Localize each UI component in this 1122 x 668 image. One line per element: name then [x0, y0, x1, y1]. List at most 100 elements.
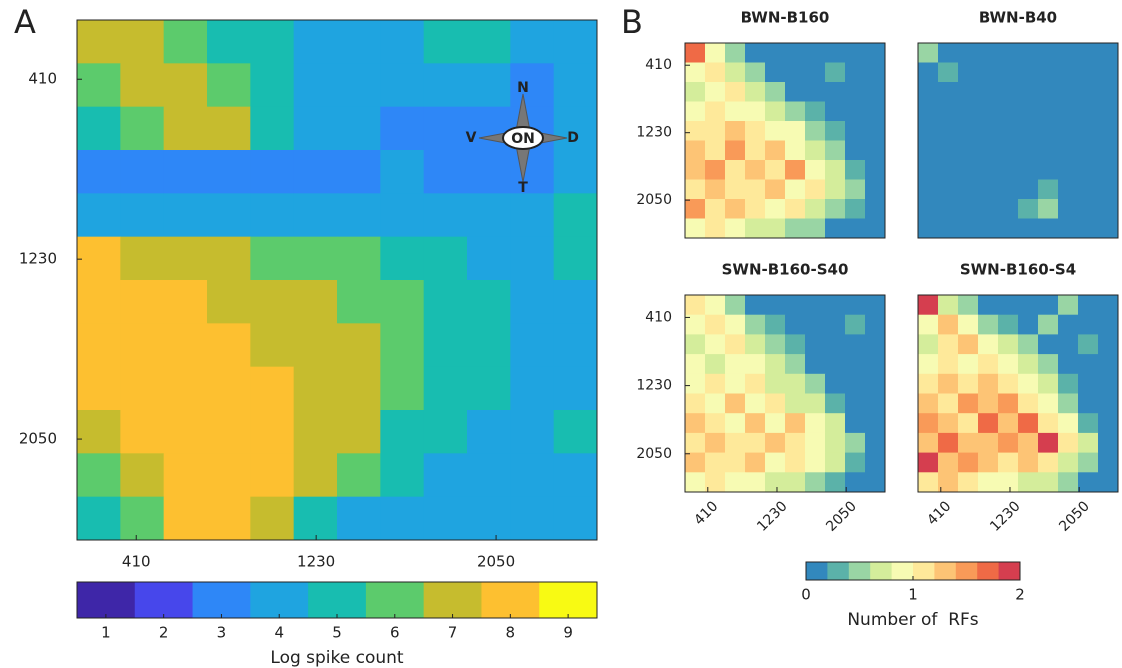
heatmap-cell [958, 199, 979, 219]
heatmap-cell [120, 236, 165, 281]
heatmap-cell [845, 472, 866, 493]
heatmap-cell [958, 43, 979, 63]
heatmap-cell [938, 393, 959, 414]
heatmap-cell [337, 236, 381, 281]
heatmap-cell [1018, 199, 1039, 219]
heatmap-cell [785, 413, 806, 434]
heatmap-cell [745, 393, 766, 414]
heatmap-cell [998, 373, 1019, 394]
heatmap-cell [510, 496, 555, 541]
heatmap-cell [207, 150, 251, 194]
heatmap-cell [1058, 62, 1079, 83]
heatmap-cell [978, 199, 999, 219]
heatmap-cell [998, 140, 1019, 161]
heatmap-cell [163, 453, 208, 498]
heatmap-cell [805, 101, 826, 122]
colorbar-tick-label: 1 [101, 624, 111, 642]
heatmap-cell [1058, 334, 1079, 355]
heatmap-cell [1038, 472, 1059, 493]
heatmap-cell [998, 101, 1019, 122]
heatmap-cell [337, 20, 381, 64]
heatmap-cell [293, 193, 338, 238]
heatmap-cell [293, 410, 338, 454]
heatmap-cell [938, 62, 959, 83]
heatmap-cell [553, 496, 598, 541]
heatmap-cell [1098, 43, 1119, 63]
heatmap-cell [845, 121, 866, 141]
heatmap-cell [825, 452, 846, 473]
heatmap-cell [865, 432, 886, 453]
heatmap-cell [938, 82, 959, 102]
heatmap-cell [293, 496, 338, 541]
heatmap-cell [380, 410, 425, 454]
heatmap-cell [745, 121, 766, 141]
heatmap-cell [1098, 452, 1119, 473]
heatmap-cell [918, 82, 939, 102]
heatmap-cell [745, 199, 766, 219]
heatmap-cell [998, 199, 1019, 219]
heatmap-cell [865, 354, 886, 375]
heatmap-cell [510, 193, 555, 238]
heatmap-cell [978, 472, 999, 493]
x-tick-label: 410 [122, 553, 151, 571]
y-tick-label: 410 [645, 309, 672, 325]
heatmap-cell [958, 413, 979, 434]
heatmap-cell [1038, 179, 1059, 200]
heatmap-cell [805, 179, 826, 200]
heatmap-cell [1058, 199, 1079, 219]
heatmap-cell [825, 218, 846, 239]
heatmap-cell [845, 373, 866, 394]
heatmap-cell [467, 366, 511, 411]
heatmap-cell [865, 62, 886, 83]
heatmap-cell [998, 354, 1019, 375]
heatmap-cell [705, 160, 726, 180]
heatmap-cell [825, 179, 846, 200]
heatmap-cell [1038, 199, 1059, 219]
heatmap-cell [1098, 354, 1119, 375]
heatmap-cell [825, 121, 846, 141]
heatmap-cell [163, 410, 208, 454]
heatmap-cell [805, 295, 826, 316]
heatmap-cell [865, 101, 886, 122]
heatmap-cell [250, 63, 295, 108]
heatmap-cell [380, 236, 425, 281]
heatmap-cell [805, 199, 826, 219]
heatmap-cell [1098, 179, 1119, 200]
heatmap-cell [745, 82, 766, 102]
colorbar-tick-label: 1 [908, 586, 918, 604]
heatmap-cell [510, 236, 555, 281]
heatmap-cell [805, 62, 826, 83]
heatmap-cell [685, 218, 706, 239]
heatmap-cell [958, 393, 979, 414]
heatmap-cell [1038, 452, 1059, 473]
heatmap-cell [958, 140, 979, 161]
heatmap-cell [250, 236, 295, 281]
heatmap-cell [725, 354, 746, 375]
heatmap-cell [250, 280, 295, 324]
colorbar-tick-label: 9 [563, 624, 573, 642]
heatmap-cell [725, 432, 746, 453]
heatmap-cell [1078, 218, 1099, 239]
heatmap-cell [765, 393, 786, 414]
heatmap-cell [120, 496, 165, 541]
heatmap-cell [1018, 82, 1039, 102]
heatmap-cell [785, 334, 806, 355]
colorbar-swatch [806, 562, 828, 580]
heatmap-cell [293, 323, 338, 368]
heatmap-cell [825, 62, 846, 83]
heatmap-cell [467, 63, 511, 108]
colorbar-swatch [539, 582, 598, 618]
heatmap-cell [805, 218, 826, 239]
heatmap-cell [1038, 218, 1059, 239]
heatmap-cell [1058, 314, 1079, 335]
heatmap-cell [705, 140, 726, 161]
heatmap-cell [825, 101, 846, 122]
heatmap-cell [380, 63, 425, 108]
heatmap-cell [865, 452, 886, 473]
heatmap-cell [77, 150, 121, 194]
heatmap-cell [337, 150, 381, 194]
heatmap-cell [1098, 314, 1119, 335]
heatmap-cell [978, 373, 999, 394]
heatmap-cell [918, 393, 939, 414]
heatmap-cell [825, 432, 846, 453]
